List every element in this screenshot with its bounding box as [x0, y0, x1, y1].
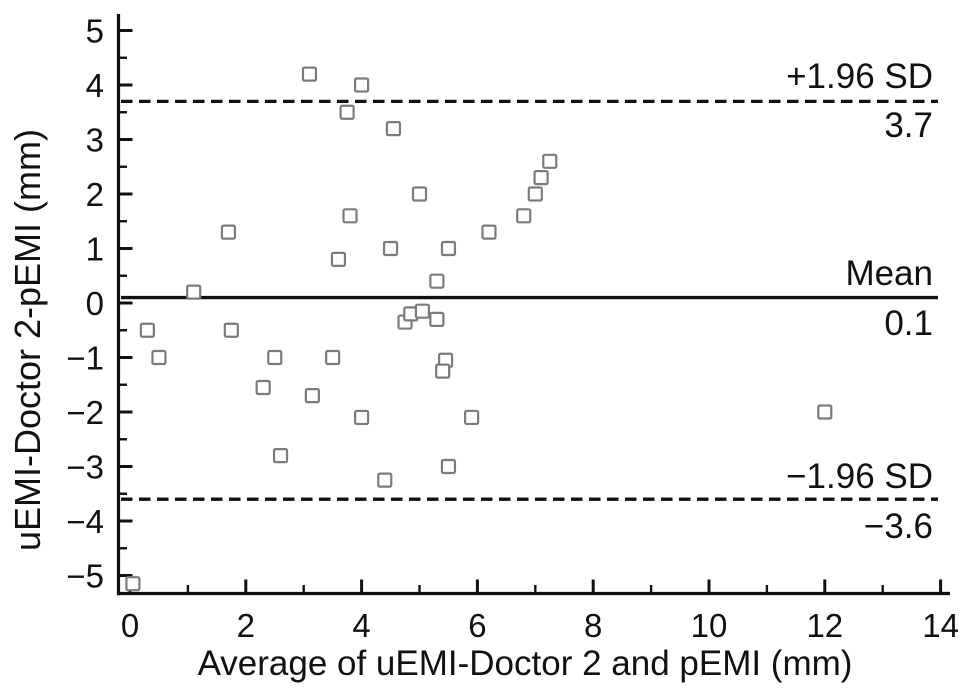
data-point — [481, 224, 497, 240]
data-point — [464, 409, 480, 426]
data-point — [542, 153, 558, 169]
y-tick-label: −3 — [66, 449, 104, 486]
x-axis-title: Average of uEMI-Doctor 2 and pEMI (mm) — [197, 644, 853, 683]
data-point — [377, 472, 393, 488]
data-point — [516, 208, 532, 224]
y-tick-label: 1 — [86, 231, 104, 268]
axis-ticks — [118, 29, 943, 594]
data-point — [255, 379, 271, 396]
x-tick-label: 8 — [584, 607, 602, 644]
data-point — [330, 251, 347, 267]
data-point — [267, 349, 283, 366]
data-point — [527, 186, 543, 202]
y-tick-label: 5 — [86, 13, 104, 50]
x-tick-label: 14 — [922, 607, 959, 644]
data-point — [325, 349, 341, 366]
data-point — [220, 224, 237, 240]
data-point — [151, 349, 167, 366]
data-point — [411, 186, 428, 202]
y-axis-title: uEMI-Doctor 2-pEMI (mm) — [7, 128, 48, 552]
x-tick-label: 4 — [352, 607, 370, 644]
data-point — [533, 170, 549, 186]
x-tick-label: 2 — [237, 607, 255, 644]
upper-limit-label: +1.96 SD — [786, 57, 933, 96]
data-point — [354, 77, 370, 93]
data-point — [223, 322, 239, 338]
data-point — [339, 104, 355, 120]
data-point — [429, 273, 445, 289]
data-points — [125, 66, 833, 592]
y-tick-label: 2 — [86, 176, 104, 213]
data-point — [342, 208, 358, 224]
data-point — [440, 240, 457, 257]
y-tick-label: 4 — [86, 67, 104, 104]
data-point — [304, 388, 320, 404]
mean-line-label: Mean — [845, 254, 933, 293]
data-point — [125, 576, 141, 592]
data-point — [354, 409, 370, 426]
y-tick-label: −1 — [66, 340, 104, 377]
mean-line-value: 0.1 — [884, 304, 933, 343]
data-point — [440, 458, 457, 475]
data-point — [301, 66, 318, 82]
x-tick-label: 0 — [121, 607, 139, 644]
data-point — [385, 120, 402, 137]
y-tick-label: 3 — [86, 122, 104, 159]
data-point — [429, 311, 445, 327]
data-point — [272, 448, 289, 464]
x-tick-label: 6 — [468, 607, 486, 644]
x-tick-label: 12 — [806, 607, 843, 644]
data-point — [435, 363, 451, 379]
data-point — [414, 303, 430, 319]
y-tick-label: −4 — [66, 503, 104, 540]
data-point — [186, 284, 202, 300]
x-tick-label: 10 — [691, 607, 728, 644]
upper-limit-value: 3.7 — [884, 106, 933, 145]
y-tick-label: −5 — [66, 558, 104, 595]
data-point — [139, 322, 155, 338]
y-tick-label: 0 — [86, 285, 104, 322]
data-point — [382, 240, 399, 257]
lower-limit-label: −1.96 SD — [786, 457, 933, 496]
y-tick-label: −2 — [66, 394, 104, 431]
data-point — [817, 404, 833, 420]
lower-limit-value: −3.6 — [863, 507, 933, 546]
